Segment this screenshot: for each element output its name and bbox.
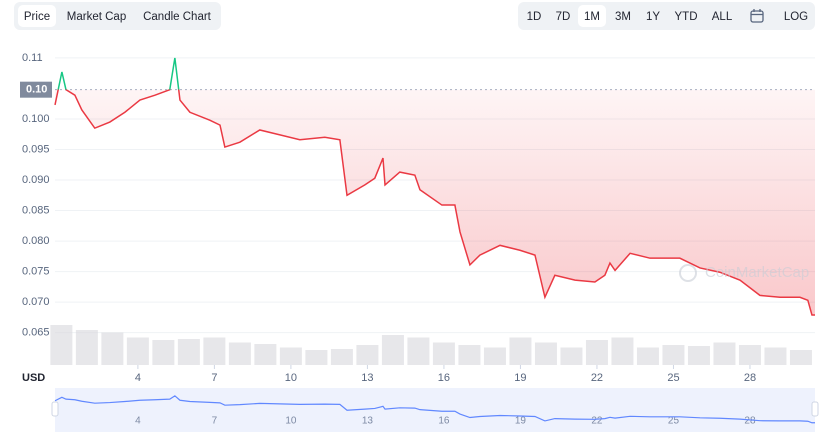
y-tick-label: 0.070: [22, 296, 50, 308]
range-button[interactable]: YTD: [675, 11, 698, 23]
volume-bar: [687, 346, 710, 365]
y-tick-label: 0.085: [22, 204, 50, 216]
navigator-line: [54, 395, 815, 424]
volume-bar: [764, 347, 787, 365]
volume-bar: [483, 347, 506, 365]
x-tick-label: 22: [591, 372, 603, 384]
navigator-tick-label: 19: [515, 416, 527, 427]
x-tick-label: 28: [744, 372, 756, 384]
watermark-logo: [679, 264, 697, 282]
navigator-tick-label: 16: [438, 416, 450, 427]
reference-label-box: [20, 81, 52, 98]
navigator-tick-label: 13: [362, 416, 374, 427]
navigator-handle[interactable]: [811, 401, 819, 417]
watermark: CoinMarketCap: [705, 264, 809, 281]
volume-bar: [50, 325, 73, 365]
volume-bar: [585, 340, 608, 365]
x-tick-label: 16: [438, 372, 450, 384]
volume-bar: [254, 344, 277, 365]
price-area: [55, 89, 815, 315]
volume-bar: [636, 347, 659, 365]
volume-bar: [432, 342, 455, 365]
x-tick-label: 19: [514, 372, 526, 384]
volume-bar: [789, 350, 812, 365]
navigator-tick-label: 4: [135, 416, 141, 427]
volume-bar: [509, 337, 532, 365]
tab[interactable]: Candle Chart: [143, 11, 212, 23]
x-tick-label: 4: [135, 372, 141, 384]
y-tick-label: 0.100: [22, 113, 50, 125]
navigator-tick-label: 22: [591, 416, 603, 427]
range-button[interactable]: 1D: [527, 11, 542, 23]
log-button[interactable]: LOG: [784, 11, 808, 23]
navigator-tick-label: 7: [212, 416, 218, 427]
volume-bar: [560, 347, 583, 365]
y-tick-label: 0.095: [22, 143, 50, 155]
volume-bar: [228, 342, 251, 365]
volume-bar: [356, 345, 379, 365]
y-tick-label: 0.080: [22, 235, 50, 247]
tab-group: [14, 2, 221, 30]
range-button[interactable]: 1M: [584, 11, 600, 23]
tab[interactable]: Price: [24, 11, 50, 23]
y-tick-label: 0.065: [22, 327, 50, 339]
volume-bar: [177, 339, 200, 365]
volume-bar: [101, 332, 124, 365]
range-button[interactable]: 1Y: [646, 11, 660, 23]
tab[interactable]: Market Cap: [67, 11, 126, 23]
volume-bar: [305, 350, 328, 365]
navigator[interactable]: [55, 388, 815, 432]
volume-bar: [75, 330, 98, 365]
x-tick-label: 25: [667, 372, 679, 384]
volume-bar: [279, 347, 302, 365]
x-tick-label: 7: [211, 372, 217, 384]
volume-bar: [407, 337, 430, 365]
x-tick-label: 10: [285, 372, 297, 384]
y-tick-label: 0.090: [22, 174, 50, 186]
volume-bar: [458, 345, 481, 365]
navigator-handle[interactable]: [51, 401, 59, 417]
price-line: [54, 57, 815, 316]
volume-bar: [152, 340, 175, 365]
navigator-tick-label: 25: [668, 416, 680, 427]
range-button[interactable]: 3M: [615, 11, 631, 23]
navigator-tick-label: 28: [744, 416, 756, 427]
range-button[interactable]: 7D: [556, 11, 571, 23]
y-tick-label: 0.075: [22, 266, 50, 278]
reference-label: 0.10: [26, 84, 47, 96]
volume-bar: [611, 337, 634, 365]
tab-active: [18, 5, 56, 27]
volume-bar: [126, 337, 149, 365]
volume-bar: [534, 342, 557, 365]
range-active: [578, 5, 606, 27]
y-tick-label: 0.11: [22, 52, 43, 64]
volume-bar: [381, 335, 404, 365]
navigator-tick-label: 10: [285, 416, 297, 427]
volume-bar: [662, 345, 685, 365]
currency-label: USD: [22, 372, 45, 384]
range-button[interactable]: ALL: [712, 11, 733, 23]
volume-bar: [203, 337, 226, 365]
volume-bar: [330, 349, 353, 365]
volume-bar: [713, 342, 736, 365]
volume-bar: [738, 345, 761, 365]
calendar-button[interactable]: [750, 9, 764, 23]
x-tick-label: 13: [361, 372, 373, 384]
